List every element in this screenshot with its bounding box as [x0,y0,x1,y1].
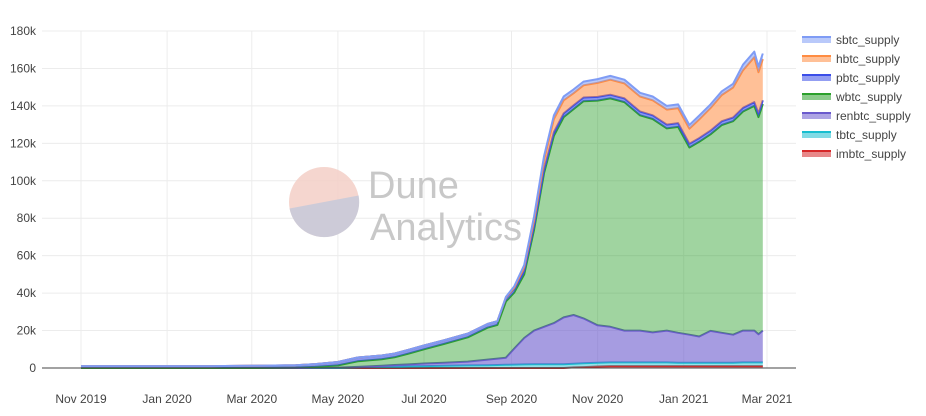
watermark-text-line1: Dune [368,165,459,207]
x-tick-label: Jan 2021 [659,392,709,406]
legend-item-sbtc-supply[interactable]: sbtc_supply [802,33,899,47]
legend-swatch [802,113,831,119]
legend-swatch [802,75,831,81]
legend-swatch [802,37,831,43]
x-tick-label: Nov 2019 [55,392,107,406]
legend-label: hbtc_supply [836,52,900,66]
area-wbtc-supply [81,98,763,369]
y-tick-label: 20k [17,324,37,338]
area-renbtc-supply [81,315,763,368]
legend-label: wbtc_supply [835,90,902,104]
line-sbtc-supply [81,50,764,368]
y-tick-label: 160k [10,61,37,75]
legend-item-tbtc-supply[interactable]: tbtc_supply [802,128,897,142]
legend-item-renbtc-supply[interactable]: renbtc_supply [802,109,911,123]
x-tick-label: Jul 2020 [401,392,447,406]
y-tick-label: 120k [10,136,37,150]
legend: sbtc_supply hbtc_supply pbtc_supply wbtc_su… [802,33,911,161]
x-tick-label: Nov 2020 [572,392,624,406]
legend-swatch [802,151,831,157]
legend-swatch [802,56,831,62]
y-tick-label: 40k [17,286,37,300]
legend-item-pbtc-supply[interactable]: pbtc_supply [802,71,900,85]
y-tick-label: 0 [29,361,36,375]
legend-label: pbtc_supply [836,71,900,85]
y-tick-label: 140k [10,99,37,113]
legend-item-hbtc-supply[interactable]: hbtc_supply [802,52,900,66]
dune-analytics-watermark: Dune Analytics [289,165,522,249]
x-tick-label: Mar 2021 [742,392,793,406]
y-tick-label: 80k [17,211,37,225]
legend-swatch [802,132,831,138]
y-tick-label: 180k [10,24,37,38]
watermark-text-line2: Analytics [370,207,522,249]
legend-label: tbtc_supply [836,128,897,142]
legend-label: imbtc_supply [836,147,906,161]
legend-label: sbtc_supply [836,33,899,47]
y-tick-label: 100k [10,174,37,188]
x-tick-label: Mar 2020 [226,392,277,406]
legend-label: renbtc_supply [836,109,911,123]
x-tick-label: Jan 2020 [142,392,192,406]
legend-swatch [802,94,831,100]
axes: 0 20k 40k 60k 80k 100k 120k 140k 160k 180k Nov 201… [10,24,796,406]
y-tick-label: 60k [17,249,37,263]
legend-item-imbtc-supply[interactable]: imbtc_supply [802,147,906,161]
watermark-logo-lower-segment [289,195,360,238]
legend-item-wbtc-supply[interactable]: wbtc_supply [802,90,902,104]
x-tick-label: May 2020 [312,392,365,406]
x-tick-label: Sep 2020 [486,392,538,406]
